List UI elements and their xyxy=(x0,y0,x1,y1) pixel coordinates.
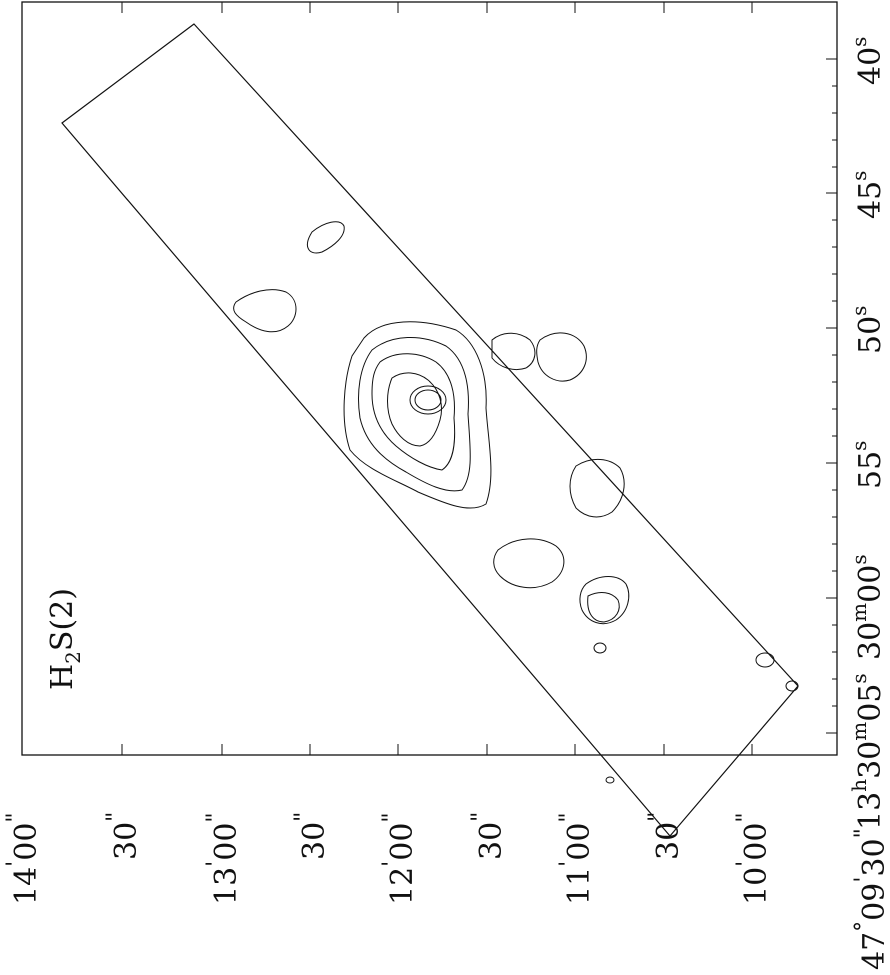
ra-label-55: 55s xyxy=(847,441,888,489)
contour-edge-4 xyxy=(605,776,615,784)
contour-level-1 xyxy=(343,321,492,509)
coverage-strip xyxy=(61,23,799,837)
ra-label-30m00s: 30m00s xyxy=(847,554,888,660)
ra-labels: 40s 45s 50s 55s 30m00s 13h30m05s xyxy=(847,37,888,830)
dec-label-47-09-30: 47°09'30" xyxy=(851,828,890,970)
contour-level-3 xyxy=(371,353,456,471)
ra-label-13h30m05s: 13h30m05s xyxy=(847,673,888,830)
contour-edge-3 xyxy=(593,642,607,654)
plot-frame xyxy=(21,1,838,756)
contour-lower-blob-3 xyxy=(587,592,620,623)
contour-core xyxy=(414,389,442,411)
dec-label-30-c: 30" xyxy=(468,812,509,860)
dec-labels: 14'00" 30" 13'00" 30" 12'00" 30" 11'00" … xyxy=(3,812,890,970)
contour-lower-blob-6 xyxy=(579,576,630,625)
dec-label-10-00: 10'00" xyxy=(733,812,774,905)
title-tail: S(2) xyxy=(45,588,80,651)
contour-edge-2 xyxy=(785,680,799,692)
ra-label-50: 50s xyxy=(847,306,888,354)
svg-text:H2S(2): H2S(2) xyxy=(45,588,85,690)
dec-label-30-d: 30" xyxy=(645,812,686,860)
ra-label-45: 45s xyxy=(847,171,888,219)
contour-lower-blob-1 xyxy=(569,459,625,518)
dec-label-14-00: 14'00" xyxy=(3,812,44,905)
contour-lower-blob-2 xyxy=(491,332,536,371)
contour-core-outer xyxy=(409,385,447,415)
contour-lines xyxy=(233,221,799,784)
contour-upper-blob xyxy=(307,221,345,254)
ra-label-40: 40s xyxy=(847,37,888,85)
contour-edge-1 xyxy=(755,652,775,668)
dec-label-13-00: 13'00" xyxy=(203,812,244,905)
contour-lower-blob-4 xyxy=(536,332,587,382)
dec-label-12-00: 12'00" xyxy=(379,812,420,905)
dec-label-11-00: 11'00" xyxy=(556,812,597,905)
ra-axis xyxy=(826,58,837,734)
dec-axis xyxy=(21,2,753,755)
dec-label-30-b: 30" xyxy=(291,812,332,860)
dec-label-30-a: 30" xyxy=(103,812,144,860)
panel-title: H2S(2) xyxy=(45,588,85,690)
title-sub: 2 xyxy=(61,651,85,664)
contour-level-2 xyxy=(358,337,471,492)
contour-lower-blob-5 xyxy=(493,538,565,589)
title-main: H xyxy=(45,664,80,690)
contour-left-blob xyxy=(233,289,297,333)
contour-level-4 xyxy=(387,372,442,447)
